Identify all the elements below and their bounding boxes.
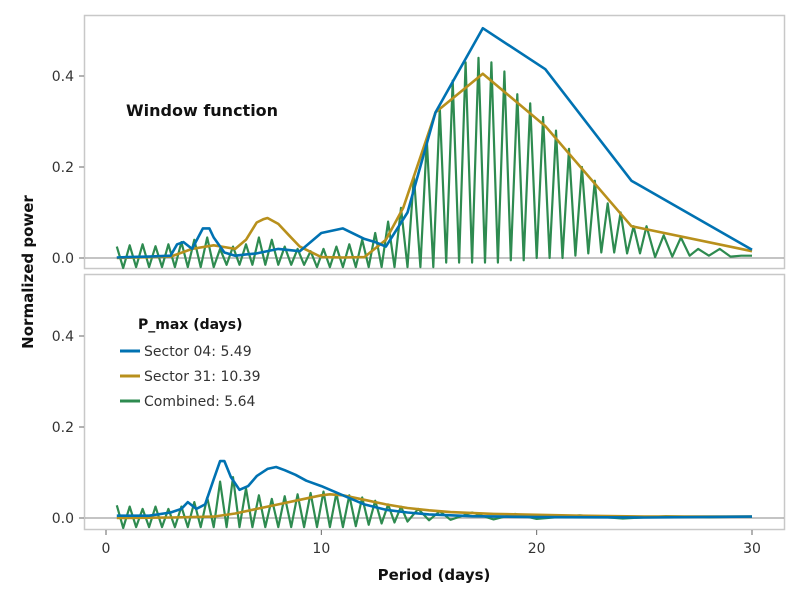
- bottom-panel-frame: [83, 273, 786, 531]
- x-tick-label: 30: [743, 541, 761, 557]
- window-function-annotation: Window function: [126, 101, 278, 120]
- x-tick-label: 0: [102, 541, 111, 557]
- legend-label-combined: Combined: 5.64: [144, 394, 256, 410]
- x-axis-title: Period (days): [378, 566, 491, 584]
- y-tick-label: 0.4: [52, 329, 74, 345]
- y-tick-label: 0.0: [52, 511, 74, 527]
- top-combined-line: [115, 56, 752, 270]
- tick-group: 0.0 0.2 0.4 0.0 0.2 0.4 0 10 20 30: [52, 69, 761, 557]
- legend-label-sector-31: Sector 31: 10.39: [144, 369, 261, 385]
- y-tick-label: 0.2: [52, 420, 74, 436]
- x-tick-label: 20: [528, 541, 546, 557]
- y-tick-label: 0.2: [52, 160, 74, 176]
- y-tick-label: 0.4: [52, 69, 74, 85]
- legend: P_max (days) Sector 04: 5.49 Sector 31: …: [120, 317, 261, 410]
- legend-label-sector-04: Sector 04: 5.49: [144, 344, 252, 360]
- top-sector-04-line: [116, 26, 753, 259]
- top-series-group: [85, 26, 784, 270]
- legend-title: P_max (days): [138, 317, 243, 333]
- bottom-series-group: [85, 459, 784, 530]
- bottom-sector-04-line: [116, 459, 753, 519]
- top-sector-31-line: [116, 72, 753, 260]
- x-tick-label: 10: [312, 541, 330, 557]
- top-panel-frame: [83, 14, 786, 270]
- y-tick-label: 0.0: [52, 251, 74, 267]
- y-axis-title: Normalized power: [19, 195, 37, 349]
- bottom-sector-31-line: [116, 492, 752, 520]
